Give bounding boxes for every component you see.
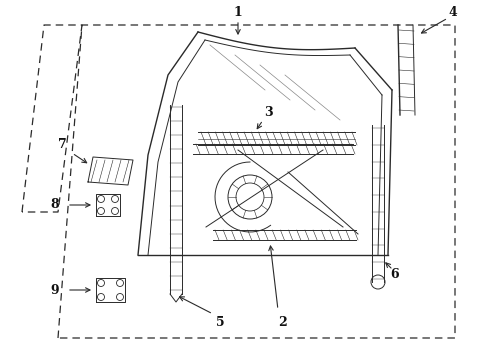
Text: 2: 2	[278, 315, 286, 328]
Text: 3: 3	[264, 105, 272, 118]
Text: 6: 6	[391, 269, 399, 282]
Text: 4: 4	[449, 5, 457, 18]
Text: 7: 7	[58, 139, 66, 152]
Text: 5: 5	[216, 315, 224, 328]
Text: 9: 9	[50, 284, 59, 297]
Text: 8: 8	[50, 198, 59, 211]
Text: 1: 1	[234, 5, 243, 18]
